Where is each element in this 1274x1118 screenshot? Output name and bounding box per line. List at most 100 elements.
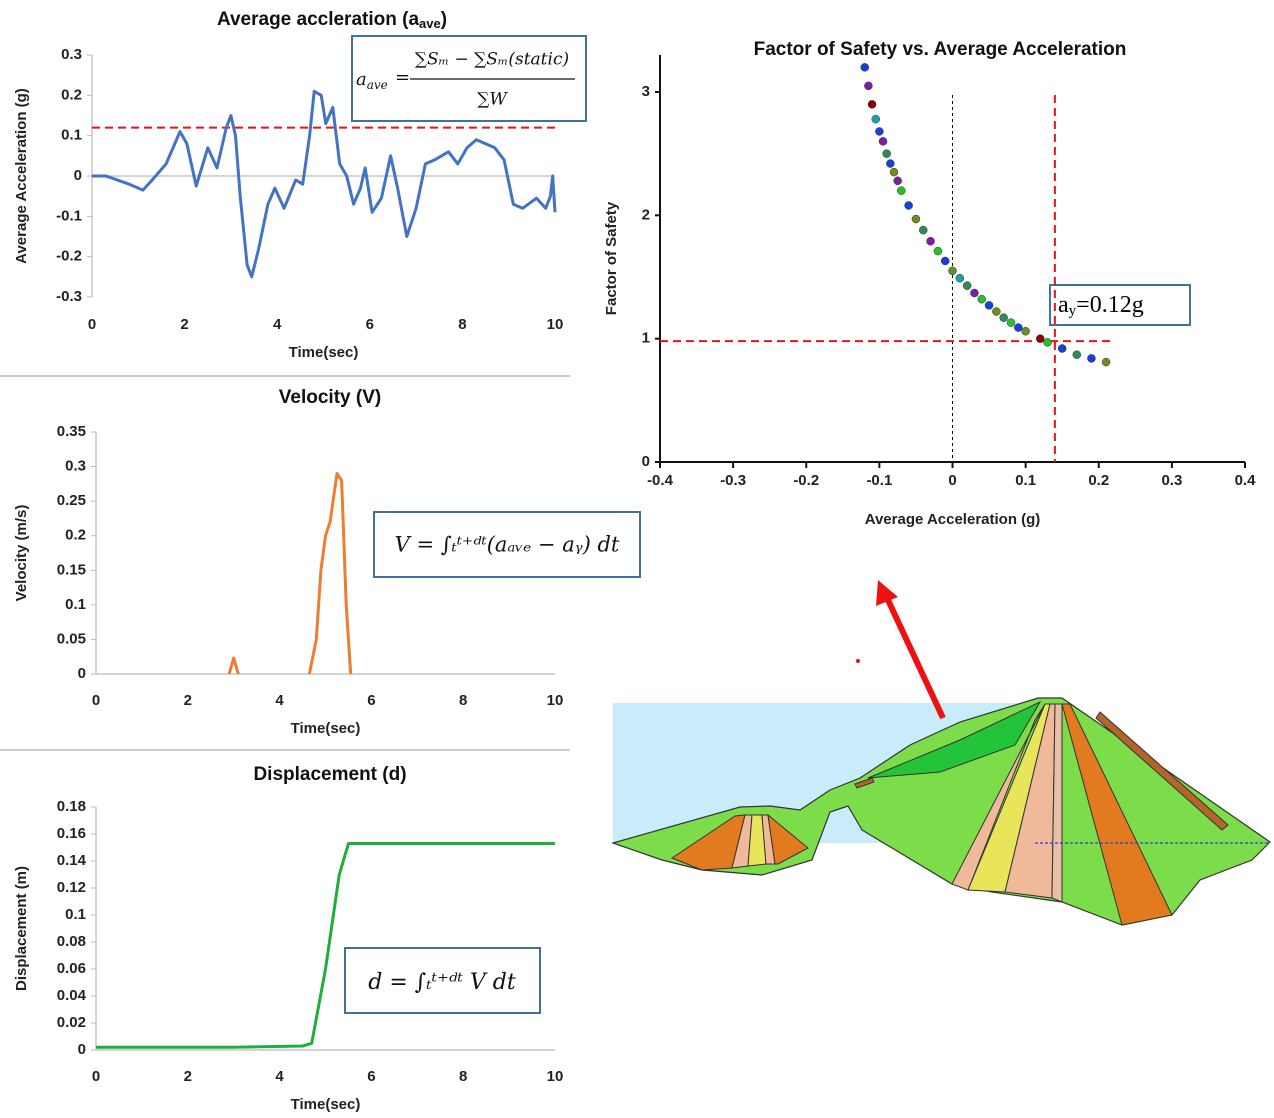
y-tick-label: 0.3 — [65, 458, 86, 475]
x-tick-label: 0.3 — [1161, 472, 1182, 489]
scatter-point — [871, 114, 880, 124]
y-axis-label: Factor of Safety — [603, 201, 620, 315]
scatter-point — [1057, 344, 1067, 353]
x-tick-label: 2 — [184, 692, 192, 709]
y-tick-label: 0.35 — [57, 423, 86, 440]
x-tick-label: -0.2 — [793, 472, 819, 489]
y-tick-label: 0.25 — [57, 492, 86, 509]
formula-equals: = — [395, 67, 410, 88]
scatter-point — [955, 273, 965, 283]
y-axis-label: Average Acceleration (g) — [13, 88, 30, 264]
y-tick-label: -0.1 — [56, 207, 82, 224]
y-tick-label: 0.04 — [57, 987, 87, 1004]
y-tick-label: 0.08 — [57, 933, 86, 950]
scatter-point — [933, 246, 943, 256]
scatter-point — [882, 149, 891, 158]
scatter-point — [897, 186, 906, 195]
x-tick-label: 4 — [275, 1068, 284, 1085]
scatter-point — [1036, 334, 1045, 343]
y-tick-label: 0.1 — [65, 906, 86, 923]
scatter-point — [878, 137, 888, 146]
annotation-box — [1049, 284, 1191, 326]
x-axis-label: Time(sec) — [291, 720, 361, 737]
formula-denominator: ∑W — [477, 90, 508, 110]
y-tick-label: 0.05 — [57, 630, 86, 647]
x-tick-label: 4 — [275, 692, 284, 709]
y-tick-label: 0 — [78, 1041, 86, 1058]
scatter-point — [919, 225, 928, 235]
y-tick-label: 0.12 — [57, 879, 86, 896]
y-tick-label: 0.3 — [61, 46, 82, 63]
formula-box — [373, 511, 641, 578]
y-tick-label: -0.2 — [56, 248, 82, 265]
scatter-point — [940, 256, 950, 266]
x-tick-label: 0.2 — [1088, 472, 1109, 489]
x-tick-label: 0 — [88, 316, 96, 333]
scatter-point — [893, 176, 902, 186]
y-axis-label: Displacement (m) — [13, 866, 30, 991]
annotation: ay=0.12g — [1058, 292, 1144, 320]
scatter-point — [1072, 350, 1082, 359]
y-tick-label: 0.2 — [61, 86, 82, 103]
x-tick-label: 8 — [458, 316, 466, 333]
scatter-point — [1043, 338, 1052, 347]
y-tick-label: 2 — [642, 206, 650, 223]
x-tick-label: 0.4 — [1235, 472, 1257, 489]
scatter-point — [875, 127, 884, 136]
y-tick-label: 0.14 — [57, 852, 87, 869]
x-tick-label: 8 — [459, 1068, 467, 1085]
y-tick-label: 0 — [78, 665, 86, 682]
scatter-point — [992, 307, 1001, 316]
chart-title-sub: ave — [419, 16, 441, 31]
formula-lhs: aave — [356, 69, 388, 92]
scatter-point — [948, 266, 957, 276]
scatter-point — [889, 167, 899, 177]
scatter-point — [911, 214, 921, 224]
formula-box — [344, 947, 541, 1014]
scatter-point — [977, 294, 986, 304]
x-tick-label: 0 — [948, 472, 956, 489]
y-tick-label: 0.15 — [57, 561, 86, 578]
scatter-point — [962, 281, 972, 290]
scatter-point — [904, 201, 913, 210]
scatter-point — [860, 63, 869, 72]
x-tick-label: 6 — [367, 1068, 375, 1085]
series-line — [92, 89, 557, 279]
x-tick-label: 6 — [367, 692, 375, 709]
chart-title: Velocity (V) — [279, 387, 381, 408]
x-tick-label: 10 — [547, 692, 564, 709]
y-tick-label: 0.1 — [61, 127, 82, 144]
scatter-point — [1021, 327, 1030, 336]
x-tick-label: 2 — [184, 1068, 192, 1085]
x-tick-label: 8 — [459, 692, 467, 709]
y-tick-label: 0.02 — [57, 1014, 86, 1031]
x-tick-label: -0.4 — [647, 472, 674, 489]
dam-section — [611, 659, 1271, 926]
y-tick-label: 0 — [74, 167, 82, 184]
y-tick-label: 0.16 — [57, 825, 86, 842]
chart-title: ) — [441, 9, 447, 30]
scatter-point — [867, 100, 877, 109]
x-tick-label: 0.1 — [1015, 472, 1036, 489]
x-tick-label: -0.1 — [866, 472, 892, 489]
y-tick-label: 1 — [642, 330, 650, 347]
scatter-point — [926, 236, 935, 246]
chart-title: Average accleration (a — [217, 9, 419, 30]
y-tick-label: 0.06 — [57, 960, 86, 977]
chart-title: Displacement (d) — [253, 764, 406, 785]
x-tick-label: 4 — [273, 316, 282, 333]
y-axis-label: Velocity (m/s) — [13, 505, 30, 602]
scatter-point — [984, 301, 994, 310]
y-tick-label: 0.18 — [57, 798, 86, 815]
x-tick-label: 0 — [92, 692, 100, 709]
chart-title: Factor of Safety vs. Average Acceleratio… — [754, 39, 1127, 60]
scatter-point — [1101, 357, 1111, 367]
x-axis-label: Average Acceleration (g) — [865, 511, 1041, 528]
x-tick-label: 0 — [92, 1068, 100, 1085]
chart-title: Displacement (d) — [253, 764, 406, 785]
x-axis-label: Time(sec) — [289, 344, 359, 361]
x-tick-label: -0.3 — [720, 472, 746, 489]
formula: V = ∫ₜᵗ⁺ᵈᵗ(aₐᵥₑ − aᵧ) dt — [395, 533, 620, 557]
scatter-point — [1087, 354, 1096, 363]
